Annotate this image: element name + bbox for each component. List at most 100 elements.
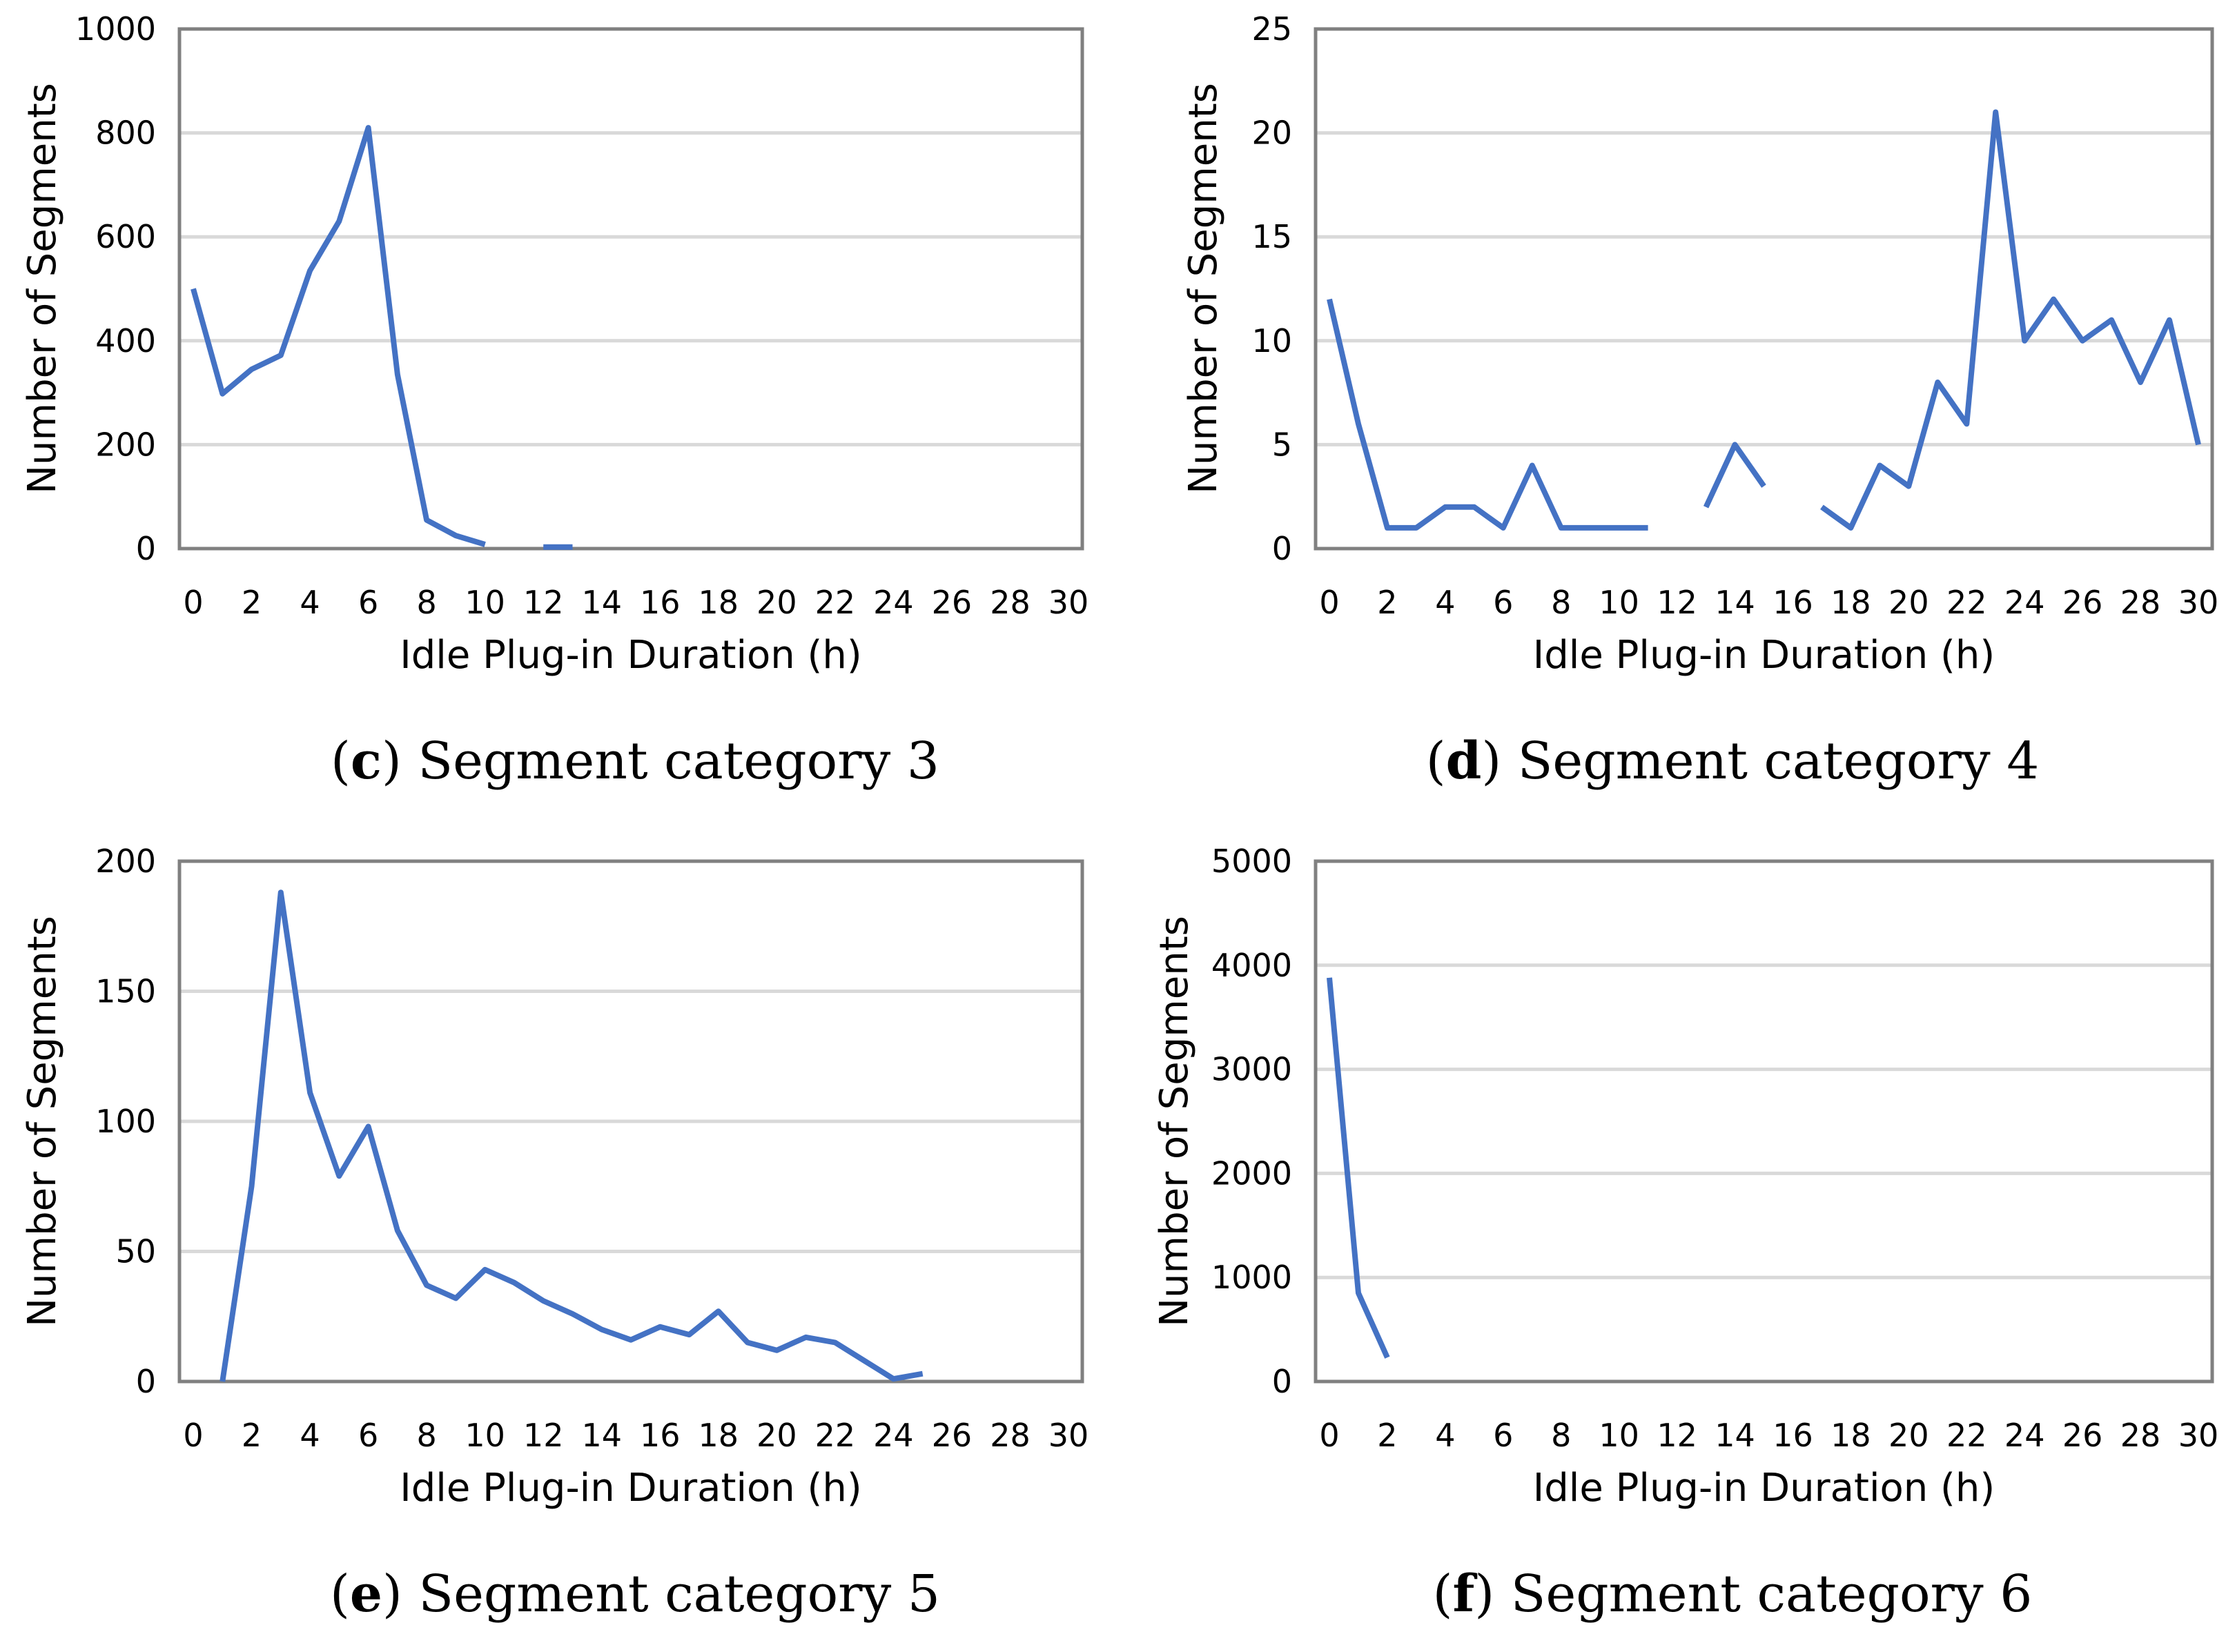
- x-tick-label-e-12: 24: [873, 1417, 914, 1454]
- x-tick-label-d-7: 14: [1715, 584, 1755, 621]
- x-tick-label-d-9: 18: [1830, 584, 1871, 621]
- x-tick-label-e-6: 12: [523, 1417, 564, 1454]
- x-tick-label-e-10: 20: [756, 1417, 797, 1454]
- caption-e: (e) Segment category 5: [330, 1564, 940, 1624]
- series-line-c-0: [191, 125, 486, 547]
- x-tick-label-d-8: 16: [1773, 584, 1813, 621]
- x-tick-label-e-3: 6: [358, 1417, 378, 1454]
- x-tick-label-f-14: 28: [2120, 1417, 2161, 1454]
- x-tick-label-e-4: 8: [416, 1417, 436, 1454]
- caption-f: (f) Segment category 6: [1433, 1564, 2033, 1624]
- plot-frame-e: [177, 859, 1084, 1384]
- x-tick-label-c-0: 0: [183, 584, 203, 621]
- x-tick-label-e-1: 2: [242, 1417, 262, 1454]
- x-tick-label-d-3: 6: [1493, 584, 1513, 621]
- x-tick-label-d-15: 30: [2178, 584, 2219, 621]
- y-tick-label-f-5: 5000: [1211, 843, 1292, 880]
- x-tick-label-c-15: 30: [1048, 584, 1089, 621]
- y-tick-label-d-1: 5: [1272, 426, 1292, 463]
- x-tick-label-f-3: 6: [1493, 1417, 1513, 1454]
- x-tick-label-d-6: 12: [1657, 584, 1697, 621]
- x-tick-label-c-5: 10: [465, 584, 505, 621]
- series-line-d-1: [1703, 442, 1766, 509]
- x-tick-label-c-6: 12: [523, 584, 564, 621]
- x-tick-label-f-2: 4: [1435, 1417, 1455, 1454]
- caption-d: (d) Segment category 4: [1426, 731, 2040, 791]
- y-tick-label-e-2: 100: [95, 1103, 156, 1140]
- x-tick-label-c-11: 22: [815, 584, 856, 621]
- x-tick-label-f-15: 30: [2178, 1417, 2219, 1454]
- x-tick-label-f-12: 24: [2004, 1417, 2045, 1454]
- x-tick-label-f-7: 14: [1715, 1417, 1755, 1454]
- x-tick-label-f-5: 10: [1599, 1417, 1639, 1454]
- x-tick-label-f-11: 22: [1946, 1417, 1987, 1454]
- x-tick-label-d-4: 8: [1551, 584, 1571, 621]
- x-tick-label-e-14: 28: [990, 1417, 1031, 1454]
- x-tick-label-f-0: 0: [1319, 1417, 1339, 1454]
- x-tick-label-c-9: 18: [699, 584, 739, 621]
- x-tick-label-c-8: 16: [640, 584, 681, 621]
- x-tick-label-d-5: 10: [1599, 584, 1639, 621]
- y-tick-label-e-0: 0: [136, 1363, 156, 1400]
- y-tick-label-e-4: 200: [95, 843, 156, 880]
- y-tick-label-e-1: 50: [115, 1233, 156, 1270]
- y-axis-label-d: Number of Segments: [1181, 83, 1226, 494]
- y-tick-label-c-3: 600: [95, 218, 156, 255]
- x-tick-label-c-13: 26: [932, 584, 973, 621]
- y-tick-label-c-0: 0: [136, 530, 156, 567]
- x-tick-label-c-7: 14: [581, 584, 622, 621]
- x-tick-label-c-4: 8: [416, 584, 436, 621]
- x-tick-label-d-2: 4: [1435, 584, 1455, 621]
- plot-frame-c: [177, 27, 1084, 551]
- y-tick-label-f-3: 3000: [1211, 1051, 1292, 1088]
- plot-frame-f: [1314, 859, 2214, 1384]
- x-tick-label-f-4: 8: [1551, 1417, 1571, 1454]
- y-tick-label-d-0: 0: [1272, 530, 1292, 567]
- caption-c: (c) Segment category 3: [331, 731, 939, 791]
- x-tick-label-d-1: 2: [1377, 584, 1397, 621]
- y-axis-label-f: Number of Segments: [1152, 916, 1197, 1327]
- x-tick-label-f-6: 12: [1657, 1417, 1697, 1454]
- y-tick-label-f-4: 4000: [1211, 947, 1292, 984]
- x-tick-label-c-3: 6: [358, 584, 378, 621]
- x-tick-label-c-12: 24: [873, 584, 914, 621]
- x-tick-label-c-14: 28: [990, 584, 1031, 621]
- plot-frame-d: [1314, 27, 2214, 551]
- x-tick-label-c-10: 20: [756, 584, 797, 621]
- x-tick-label-d-10: 20: [1888, 584, 1929, 621]
- x-tick-label-e-13: 26: [932, 1417, 973, 1454]
- y-tick-label-d-3: 15: [1251, 218, 1292, 255]
- x-tick-label-f-8: 16: [1773, 1417, 1813, 1454]
- x-tick-label-d-14: 28: [2120, 584, 2161, 621]
- y-tick-label-c-1: 200: [95, 426, 156, 463]
- x-tick-label-e-15: 30: [1048, 1417, 1089, 1454]
- x-tick-label-e-11: 22: [815, 1417, 856, 1454]
- series-line-f-0: [1327, 977, 1390, 1359]
- y-tick-label-f-2: 2000: [1211, 1154, 1292, 1192]
- x-axis-label-d: Idle Plug-in Duration (h): [1533, 633, 1995, 678]
- x-tick-label-e-9: 18: [699, 1417, 739, 1454]
- x-axis-label-e: Idle Plug-in Duration (h): [400, 1466, 862, 1511]
- x-tick-label-f-13: 26: [2062, 1417, 2103, 1454]
- y-tick-label-c-5: 1000: [75, 10, 156, 48]
- x-axis-label-f: Idle Plug-in Duration (h): [1533, 1466, 1995, 1511]
- x-tick-label-e-2: 4: [300, 1417, 320, 1454]
- x-tick-label-e-8: 16: [640, 1417, 681, 1454]
- x-tick-label-d-13: 26: [2062, 584, 2103, 621]
- x-tick-label-d-0: 0: [1319, 584, 1339, 621]
- x-tick-label-c-1: 2: [242, 584, 262, 621]
- y-tick-label-c-4: 800: [95, 115, 156, 152]
- x-tick-label-d-12: 24: [2004, 584, 2045, 621]
- x-tick-label-f-9: 18: [1830, 1417, 1871, 1454]
- y-tick-label-c-2: 400: [95, 322, 156, 360]
- y-axis-label-e: Number of Segments: [20, 916, 65, 1327]
- x-tick-label-e-7: 14: [581, 1417, 622, 1454]
- x-tick-label-c-2: 4: [300, 584, 320, 621]
- y-tick-label-d-4: 20: [1251, 115, 1292, 152]
- series-line-d-2: [1820, 109, 2201, 531]
